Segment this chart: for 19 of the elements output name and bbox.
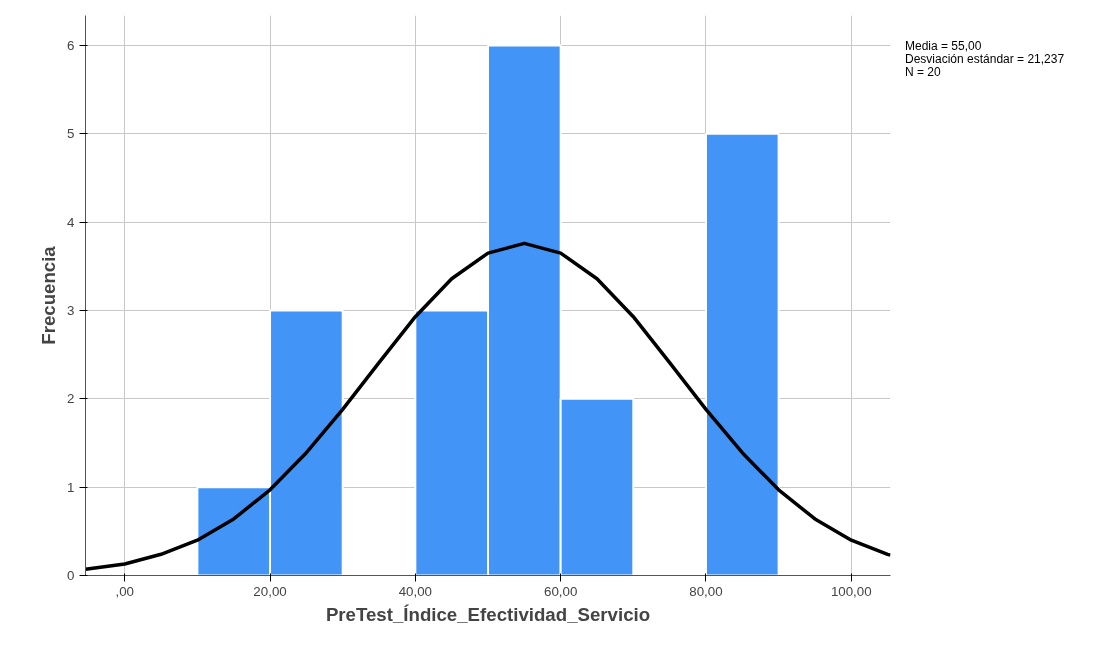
y-tick-label: 6 <box>67 38 75 54</box>
y-tick-label: 0 <box>67 568 75 583</box>
y-tick-label: 3 <box>67 303 75 319</box>
x-tick-label: 40,00 <box>398 583 433 599</box>
text: Media = 55,00 <box>905 39 982 53</box>
y-tick-label: 5 <box>67 126 75 142</box>
x-axis-title: PreTest_Índice_Efectividad_Servicio <box>325 603 651 625</box>
y-tick-label: 4 <box>67 214 76 230</box>
x-tick-label: 80,00 <box>689 583 723 599</box>
y-tick-label: 2 <box>67 391 75 407</box>
text: Desviación estándar = 21,237 <box>905 52 1065 67</box>
x-tick-label: 100,00 <box>830 583 872 599</box>
y-tick-label: 1 <box>67 479 75 495</box>
x-tick-label: ,00 <box>115 583 134 599</box>
line-series <box>85 241 891 572</box>
y-axis-title: Frecuencia <box>38 245 60 345</box>
x-tick-label: 60,00 <box>543 583 578 599</box>
x-tick-label: 20,00 <box>253 583 287 599</box>
text: N = 20 <box>905 65 941 80</box>
